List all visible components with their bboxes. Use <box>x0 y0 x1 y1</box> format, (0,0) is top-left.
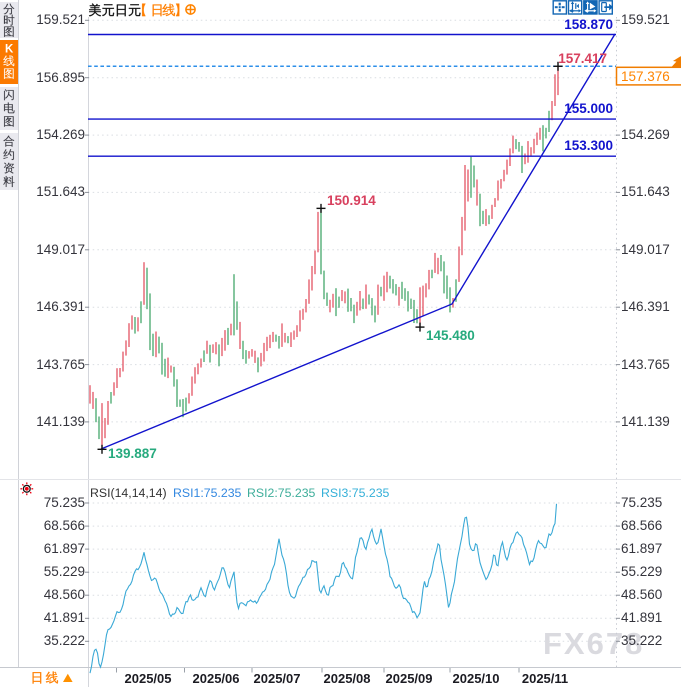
svg-text:K: K <box>5 44 14 56</box>
